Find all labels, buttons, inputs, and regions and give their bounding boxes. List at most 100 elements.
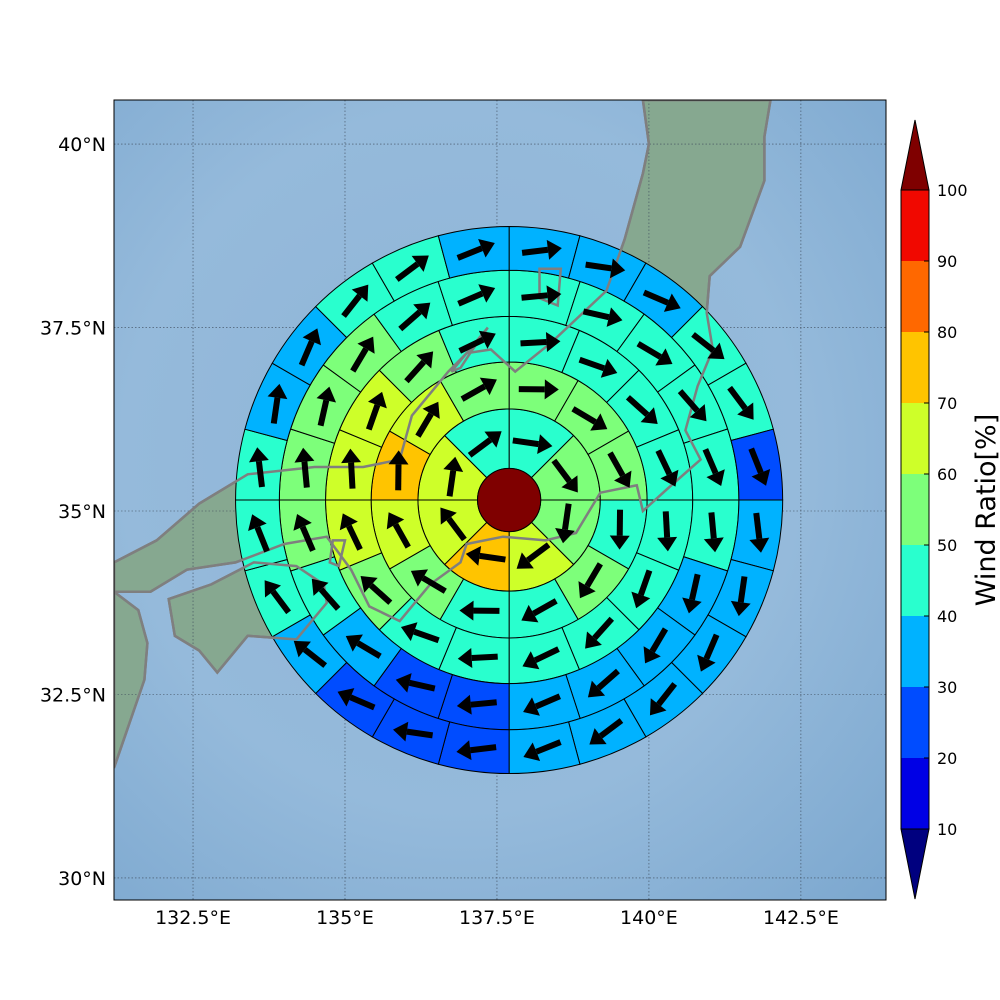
wind-arrow-ring1-2 [551,458,578,493]
wind-arrow-ring5-14 [393,721,434,742]
colorbar: 10 20 30 40 50 60 70 80 90 100 [900,119,968,900]
wind-arrow-ring3-7 [585,616,615,649]
wind-arrow-ring5-11 [589,718,624,745]
wind-arrow-ring5-19 [248,447,269,488]
colorbar-frame [900,189,930,830]
wind-arrow-ring4-17 [316,386,337,427]
wind-arrow-ring1-4 [516,542,551,569]
wind-arrow-ring3-5 [657,511,678,552]
wind-arrow-ring3-11 [360,575,393,605]
wind-arrow-ring4-5 [702,448,725,487]
wind-arrow-ring4-12 [395,673,436,693]
wind-arrow-ring4-10 [523,693,562,716]
wind-arrow-ring5-23 [395,255,429,282]
x-axis-ticks: 132.5°E 135°E 137.5°E 140°E 142.5°E [155,907,839,929]
wind-arrow-ring3-2 [578,356,618,378]
wind-arrow-ring3-14 [365,391,387,431]
wind-arrow-ring3-12 [339,513,363,551]
wind-arrow-ring3-3 [625,395,658,425]
wind-arrow-ring3-13 [341,448,362,489]
wind-arrow-ring3-10 [400,622,440,644]
map-plot-area [114,100,886,900]
wind-arrow-ring5-20 [267,383,288,424]
wind-arrow-ring2-4 [609,509,630,550]
y-tick-label: 30°N [58,868,106,890]
wind-arrow-ring2-2 [571,406,608,431]
wind-arrow-ring4-1 [521,285,562,306]
colorbar-segment [901,190,929,261]
wind-arrow-ring4-8 [643,627,669,664]
colorbar-segment [901,261,929,332]
wind-arrow-ring4-6 [703,512,724,553]
colorbar-tick-label: 70 [937,394,957,413]
colorbar-segment [901,758,929,829]
wind-arrow-ring4-2 [582,307,623,327]
wind-arrow-ring2-3 [607,451,632,488]
wind-arrow-ring1-7 [443,456,464,497]
colorbar-tick-label: 90 [937,252,957,271]
wind-arrow-ring5-10 [649,682,678,716]
plot-frame [113,99,887,901]
wind-arrow-ring2-11 [415,401,440,438]
wind-arrow-ring3-1 [520,331,561,352]
wind-arrow-ring4-11 [456,694,497,715]
colorbar-tick-label: 50 [937,536,957,555]
colorbar-segment [901,687,929,758]
wind-arrow-ring2-6 [521,598,558,623]
x-tick-label: 135°E [316,907,374,929]
y-tick-label: 37.5°N [40,318,106,340]
wind-arrow-ring4-20 [457,284,496,307]
sado-island-coast [538,267,563,308]
wind-arrow-ring4-18 [350,336,375,373]
colorbar-segment [901,545,929,616]
wind-arrow-ring5-9 [697,633,720,672]
wind-arrow-ring2-7 [459,600,500,621]
wind-arrow-ring3-4 [655,449,679,487]
colorbar-extend-bottom [900,828,930,900]
colorbar-tick-label: 100 [937,181,968,200]
wind-arrow-ring5-22 [341,284,369,318]
y-axis-ticks: 40°N 37.5°N 35°N 32.5°N 30°N [40,134,106,890]
wind-arrow-ring4-3 [636,341,673,366]
wind-arrow-ring1-1 [512,434,553,455]
wind-arrow-ring4-15 [293,513,316,552]
colorbar-label: Wind Ratio[%] [971,414,1000,606]
wind-arrow-ring2-5 [578,562,603,599]
wind-arrow-ring5-16 [293,640,328,668]
colorbar-tick-label: 30 [937,678,957,697]
wind-arrow-ring5-5 [727,385,754,420]
x-tick-label: 140°E [620,907,678,929]
y-tick-label: 40°N [58,134,106,156]
wind-arrow-ring5-7 [749,512,770,553]
wind-arrow-ring4-19 [398,302,431,332]
y-tick-label: 32.5°N [40,684,106,706]
awaji-island-coast [328,539,347,568]
wind-vector-arrows [248,238,771,762]
colorbar-segment [901,403,929,474]
honshu-landmass-coast [114,100,772,623]
wind-arrow-ring2-9 [386,512,411,549]
wind-arrow-ring5-24 [456,238,495,261]
colorbar-segment [901,616,929,687]
center-disk [477,467,542,533]
wind-arrow-ring3-15 [404,351,434,384]
colorbar-tick-label: 80 [937,323,957,342]
x-tick-label: 132.5°E [155,907,231,929]
y-tick-label: 35°N [58,501,106,523]
colorbar-tick-label: 40 [937,607,957,626]
wind-arrow-ring5-12 [523,739,562,762]
wind-arrow-ring1-8 [467,431,502,458]
wind-arrow-ring2-10 [388,450,409,491]
wind-arrow-ring5-13 [456,740,497,761]
colorbar-extend-top [900,119,930,191]
wind-arrow-ring5-1 [521,239,562,260]
wind-arrow-ring5-18 [248,514,270,553]
wind-arrow-ring1-6 [440,507,467,542]
wind-arrow-ring3-6 [631,569,653,609]
wind-arrow-ring3-8 [522,646,560,670]
wind-arrow-ring5-2 [585,258,626,279]
wind-arrow-ring5-3 [642,289,681,312]
wind-arrow-ring3-16 [458,330,496,354]
wind-arrow-ring3-9 [457,648,498,669]
